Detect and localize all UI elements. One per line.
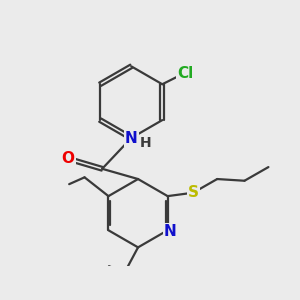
Text: S: S bbox=[188, 185, 199, 200]
Text: H: H bbox=[140, 136, 152, 150]
Text: Cl: Cl bbox=[177, 67, 194, 82]
Text: N: N bbox=[164, 224, 177, 239]
Text: N: N bbox=[125, 130, 138, 146]
Text: O: O bbox=[61, 151, 74, 166]
